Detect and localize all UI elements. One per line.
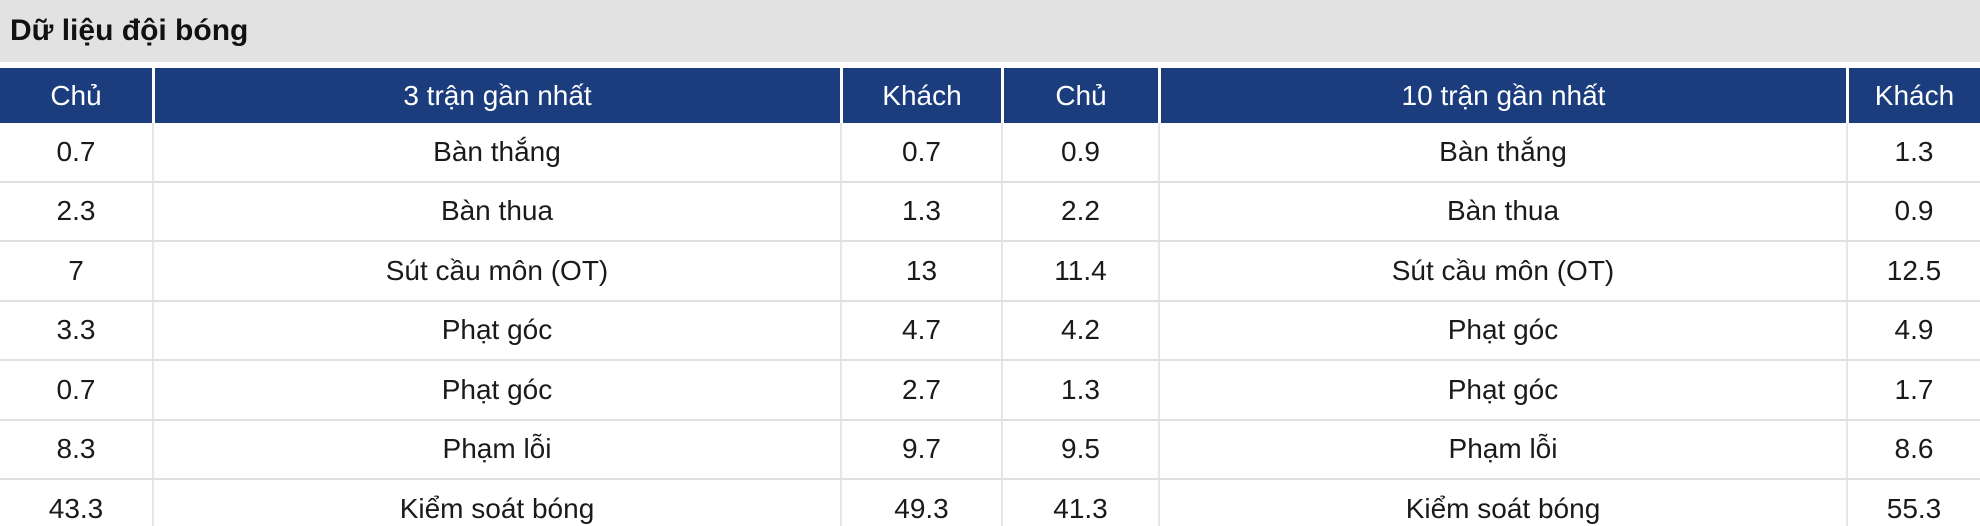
table-header-row: Chủ 3 trận gần nhất Khách Chủ 10 trận gầ… — [0, 68, 1980, 123]
stat-value-home-10: 4.2 — [1001, 301, 1158, 359]
divider-gap — [0, 62, 1980, 68]
table-row: 8.3 Phạm lỗi 9.7 9.5 Phạm lỗi 8.6 — [0, 418, 1980, 478]
header-last-3-matches: 3 trận gần nhất — [152, 68, 840, 123]
stat-value-away-10: 0.9 — [1846, 182, 1980, 240]
stat-value-away-3: 13 — [840, 242, 1001, 300]
stat-value-away-10: 4.9 — [1846, 301, 1980, 359]
stat-label-10: Bàn thắng — [1158, 123, 1846, 181]
stat-label-3: Bàn thắng — [152, 123, 840, 181]
stat-label-10: Phạt góc — [1158, 301, 1846, 359]
stat-value-home-10: 2.2 — [1001, 182, 1158, 240]
stat-value-away-3: 9.7 — [840, 420, 1001, 478]
stat-value-home-3: 0.7 — [56, 373, 96, 405]
table-row: 3.3 Phạt góc 4.7 4.2 Phạt góc 4.9 — [0, 299, 1980, 359]
stat-value-away-10: 1.3 — [1846, 123, 1980, 181]
stat-value-home-10: 41.3 — [1001, 480, 1158, 526]
header-home-last3: Chủ — [50, 79, 102, 111]
stat-label-3: Bàn thua — [152, 182, 840, 240]
stat-value-home-10: 1.3 — [1001, 361, 1158, 419]
stat-value-home-10: 9.5 — [1001, 420, 1158, 478]
stat-value-away-3: 1.3 — [840, 182, 1001, 240]
stat-value-away-10: 1.7 — [1846, 361, 1980, 419]
stat-value-away-10: 12.5 — [1846, 242, 1980, 300]
table-row: 0.7 Bàn thắng 0.7 0.9 Bàn thắng 1.3 — [0, 123, 1980, 181]
stat-value-home-3: 2.3 — [56, 195, 96, 227]
stat-label-3: Phạt góc — [152, 361, 840, 419]
stat-value-away-3: 2.7 — [840, 361, 1001, 419]
stat-label-3: Kiểm soát bóng — [152, 480, 840, 526]
header-away-last10: Khách — [1846, 68, 1980, 123]
stat-label-10: Phạm lỗi — [1158, 420, 1846, 478]
stat-label-10: Sút cầu môn (OT) — [1158, 242, 1846, 300]
stat-label-3: Phạt góc — [152, 301, 840, 359]
stat-value-home-3: 0.7 — [56, 135, 96, 167]
header-last-10-matches: 10 trận gần nhất — [1158, 68, 1846, 123]
header-home-last10: Chủ — [1001, 68, 1158, 123]
stat-label-10: Bàn thua — [1158, 182, 1846, 240]
stat-label-3: Sút cầu môn (OT) — [152, 242, 840, 300]
table-row: 43.3 Kiểm soát bóng 49.3 41.3 Kiểm soát … — [0, 478, 1980, 526]
stat-label-10: Phạt góc — [1158, 361, 1846, 419]
stat-value-away-10: 55.3 — [1846, 480, 1980, 526]
stat-value-away-3: 0.7 — [840, 123, 1001, 181]
team-stats-table: Chủ 3 trận gần nhất Khách Chủ 10 trận gầ… — [0, 68, 1980, 526]
stat-label-10: Kiểm soát bóng — [1158, 480, 1846, 526]
stat-value-home-3: 43.3 — [48, 492, 104, 524]
table-row: 2.3 Bàn thua 1.3 2.2 Bàn thua 0.9 — [0, 180, 1980, 240]
page-title: Dữ liệu đội bóng — [10, 14, 249, 47]
table-row: 0.7 Phạt góc 2.7 1.3 Phạt góc 1.7 — [0, 359, 1980, 419]
stat-value-home-3: 3.3 — [56, 314, 96, 346]
stat-value-home-3: 7 — [68, 254, 84, 286]
stat-value-away-3: 49.3 — [840, 480, 1001, 526]
table-row: 7 Sút cầu môn (OT) 13 11.4 Sút cầu môn (… — [0, 240, 1980, 300]
title-bar: Dữ liệu đội bóng — [0, 0, 1980, 62]
stat-value-home-10: 0.9 — [1001, 123, 1158, 181]
stat-value-home-10: 11.4 — [1001, 242, 1158, 300]
stat-label-3: Phạm lỗi — [152, 420, 840, 478]
stat-value-away-3: 4.7 — [840, 301, 1001, 359]
header-away-last3: Khách — [840, 68, 1001, 123]
stat-value-away-10: 8.6 — [1846, 420, 1980, 478]
stat-value-home-3: 8.3 — [56, 433, 96, 465]
